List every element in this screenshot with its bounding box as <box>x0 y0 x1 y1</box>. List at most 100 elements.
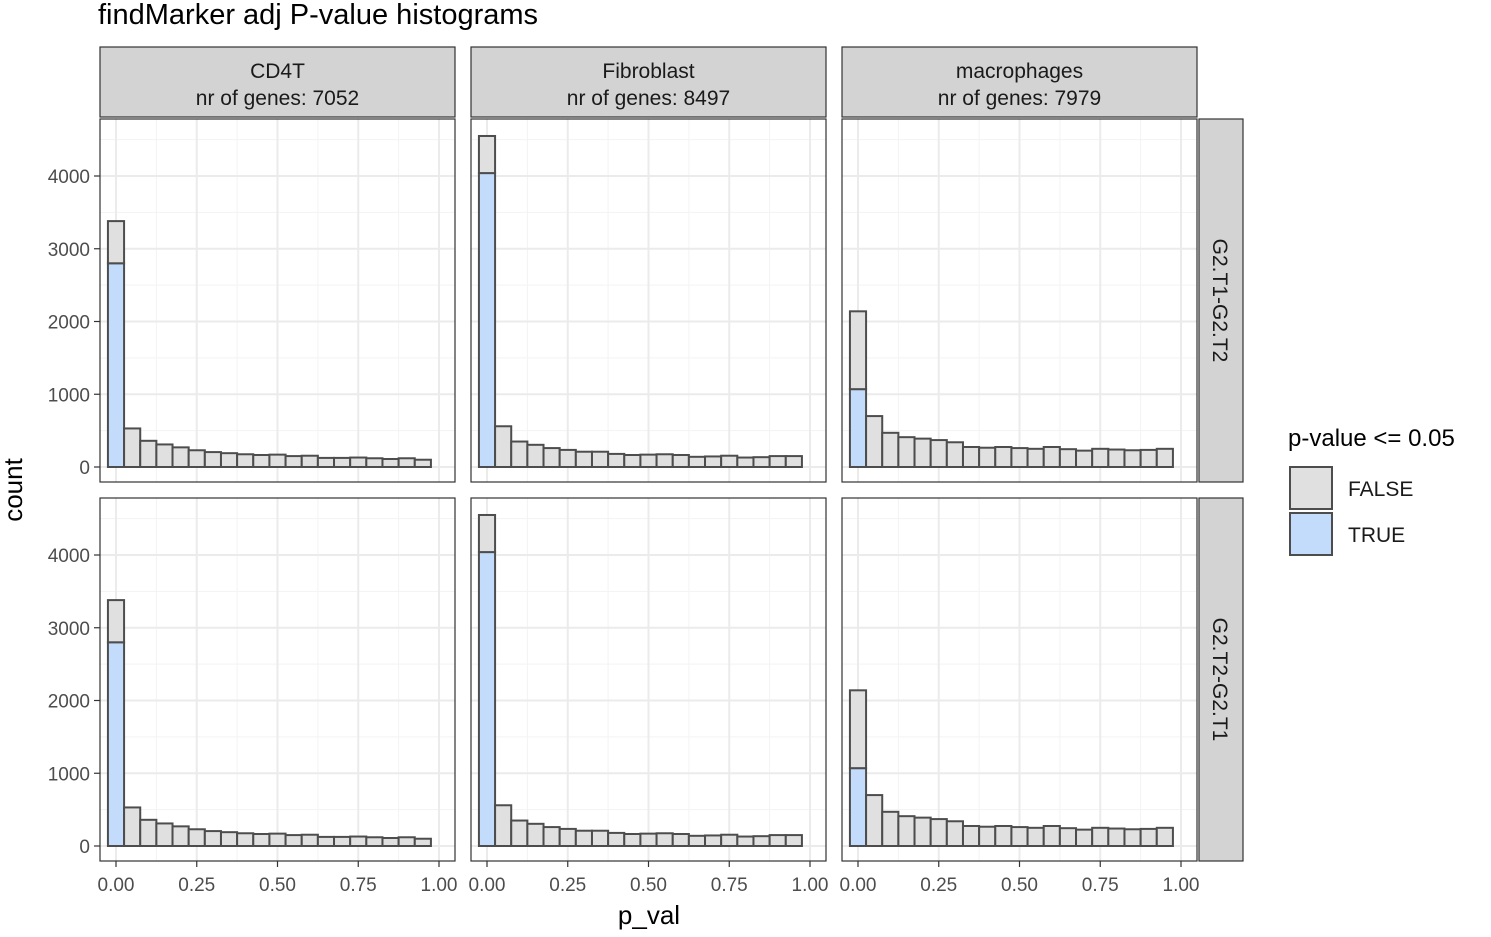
bar-false <box>913 816 932 848</box>
bar-false <box>590 829 610 847</box>
bar-false <box>978 825 997 848</box>
y-tick-label: 3000 <box>48 619 90 640</box>
bar-false <box>623 453 642 468</box>
bar-false <box>1107 448 1126 469</box>
row-strip-box <box>1198 497 1244 862</box>
bar-false <box>768 455 787 468</box>
bar-false <box>1155 447 1174 468</box>
strip-sublabel: nr of genes: 8497 <box>567 87 730 110</box>
strip-sublabel: nr of genes: 7979 <box>938 87 1101 110</box>
panel-r1-c2: 0.00 0.25 0.50 0.75 1.00 <box>840 497 1200 896</box>
legend-label-true: TRUE <box>1348 524 1405 547</box>
row-strip-label: G2.T1-G2.T2 <box>1208 239 1231 363</box>
y-tick-label: 3000 <box>48 240 90 261</box>
panel-border <box>470 118 827 483</box>
bar-false <box>542 447 561 468</box>
bar-false <box>574 450 593 469</box>
bar-true <box>848 388 868 468</box>
x-tick-label: 0.75 <box>1082 875 1119 896</box>
bar-false <box>236 453 255 468</box>
bar-false <box>574 829 593 847</box>
bar-false <box>687 834 707 848</box>
bar-false <box>1139 827 1158 847</box>
bar-false <box>623 832 642 848</box>
strip-box <box>470 46 827 118</box>
bar-false <box>397 836 416 848</box>
y-tick-label: 1000 <box>48 764 90 785</box>
bar-false <box>1042 824 1061 848</box>
bar-false <box>768 834 787 848</box>
bar-false <box>252 453 271 468</box>
bar-false <box>736 835 755 847</box>
x-tick-label: 0.00 <box>840 875 877 896</box>
x-tick-label: 0.25 <box>178 875 215 896</box>
bar-false <box>477 513 497 554</box>
bar-false <box>397 457 416 468</box>
bar-false <box>365 457 384 468</box>
bar-false <box>720 454 739 469</box>
bar-false <box>1058 827 1078 848</box>
bar-false <box>897 436 916 468</box>
bar-false <box>155 443 174 469</box>
x-tick-label: 0.25 <box>549 875 586 896</box>
row-strip-label: G2.T2-G2.T1 <box>1208 618 1231 742</box>
legend-key-false <box>1289 466 1333 510</box>
x-tick-label: 0.75 <box>340 875 377 896</box>
bar-true <box>477 551 497 848</box>
bar-false <box>558 448 577 468</box>
y-tick-label: 4000 <box>48 546 90 567</box>
bar-true <box>106 641 126 847</box>
bar-false <box>139 818 158 847</box>
bar-false <box>558 827 577 847</box>
bar-false <box>1075 828 1094 847</box>
strip-cd4t: CD4T nr of genes: 7052 <box>99 46 456 118</box>
bar-false <box>945 820 964 848</box>
bar-false <box>1010 447 1029 468</box>
bar-true <box>106 262 126 468</box>
bar-false <box>1107 827 1126 847</box>
bar-false <box>236 832 255 847</box>
bar-false <box>219 452 239 468</box>
bar-false <box>155 822 174 848</box>
bar-false <box>994 824 1013 848</box>
y-tick-label: 0 <box>79 458 90 479</box>
bar-false <box>510 440 529 469</box>
bar-false <box>300 454 319 469</box>
x-tick-label: 0.75 <box>711 875 748 896</box>
bar-false <box>945 441 964 469</box>
x-tick-label: 0.00 <box>469 875 506 896</box>
bar-false <box>316 835 336 847</box>
bar-false <box>333 835 352 847</box>
x-tick-label: 0.50 <box>1001 875 1038 896</box>
bar-false <box>1026 447 1045 468</box>
bar-false <box>736 456 755 469</box>
y-tick-label: 2000 <box>48 313 90 334</box>
bar-false <box>897 815 916 847</box>
bar-false <box>494 804 513 848</box>
bar-false <box>913 437 932 469</box>
bar-false <box>1042 445 1061 468</box>
bar-false <box>106 599 126 644</box>
strip-label: Fibroblast <box>602 60 694 83</box>
bar-false <box>607 452 626 468</box>
bar-false <box>752 456 771 468</box>
x-tick-label: 0.25 <box>920 875 957 896</box>
panel-border <box>99 118 456 483</box>
bar-false <box>187 449 206 468</box>
bar-false <box>671 832 690 848</box>
bar-false <box>1155 826 1174 847</box>
bar-false <box>865 794 884 848</box>
bar-false <box>929 439 948 468</box>
bar-false <box>333 456 352 468</box>
x-tick-label: 1.00 <box>1163 875 1200 896</box>
bar-true <box>848 767 868 847</box>
bar-false <box>848 310 868 391</box>
bar-false <box>607 831 626 848</box>
bar-false <box>1010 826 1029 848</box>
row-strip-0: G2.T1-G2.T2 <box>1198 118 1244 483</box>
bar-false <box>1123 828 1142 848</box>
bar-false <box>752 835 771 848</box>
bar-false <box>187 828 206 848</box>
bar-false <box>268 832 287 848</box>
bar-false <box>1058 448 1078 468</box>
